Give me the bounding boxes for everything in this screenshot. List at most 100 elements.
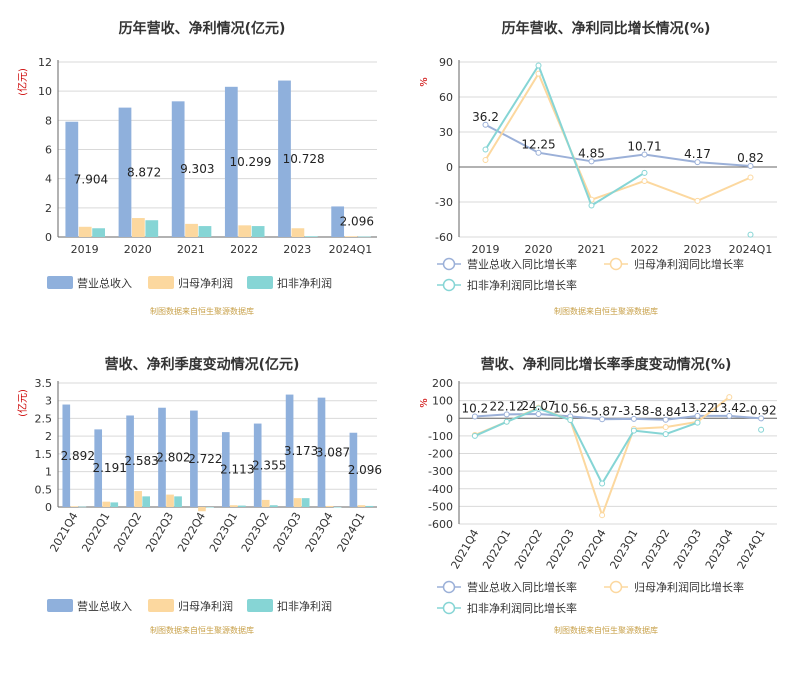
y-axis-unit: %	[419, 398, 430, 408]
series-point	[535, 405, 542, 412]
x-tick-label: 2022Q1	[79, 510, 112, 554]
series-point	[471, 432, 478, 439]
y-tick-label: -60	[435, 231, 453, 244]
data-label: 13.42	[712, 401, 746, 415]
bar-deducted-profit	[142, 496, 150, 507]
series-point	[758, 415, 765, 422]
chart-title: 营收、净利季度变动情况(亿元)	[105, 356, 300, 373]
bar-deducted-profit	[238, 505, 246, 507]
x-tick-label: 2022Q4	[576, 527, 609, 571]
legend-swatch	[247, 276, 273, 289]
bar-parent-profit	[230, 505, 238, 507]
series-point	[758, 426, 765, 433]
bar-deducted-profit	[251, 226, 265, 237]
series-point	[535, 149, 542, 156]
legend-label: 扣非净利润	[277, 276, 332, 290]
series-point	[747, 231, 754, 238]
x-tick-label: 2022Q3	[544, 527, 577, 571]
y-tick-label: 0.5	[35, 483, 53, 496]
bar-revenue	[62, 404, 71, 507]
y-tick-label: 30	[439, 126, 453, 139]
bar-deducted-profit	[365, 505, 374, 507]
x-tick-label: 2023Q2	[239, 510, 272, 554]
bar-deducted-profit	[198, 226, 212, 237]
data-label: 4.17	[684, 147, 711, 161]
x-tick-label: 2023Q1	[207, 510, 240, 554]
legend-swatch	[247, 599, 273, 612]
x-tick-label: 2022Q4	[175, 510, 208, 554]
source-note: 制图数据来自恒生聚源数据库	[554, 625, 658, 635]
series-point	[599, 480, 606, 487]
bar-revenue	[349, 432, 358, 507]
y-tick-label: -500	[428, 500, 453, 513]
bar-parent-profit	[185, 223, 198, 237]
data-label: 10.71	[627, 140, 661, 154]
bar-parent-profit	[291, 228, 305, 237]
legend-marker	[442, 257, 456, 271]
bar-parent-profit	[78, 226, 92, 237]
series-point	[630, 427, 637, 434]
legend-swatch	[148, 276, 174, 289]
y-tick-label: -600	[428, 518, 453, 531]
series-point	[662, 416, 669, 423]
x-tick-label: 2021	[578, 243, 606, 256]
x-tick-label: 2023	[684, 243, 712, 256]
x-tick-label: 2024Q1	[329, 243, 373, 256]
legend-swatch	[47, 276, 73, 289]
bar-deducted-profit	[301, 498, 310, 507]
y-tick-label: 60	[439, 91, 453, 104]
y-tick-label: 0	[446, 161, 453, 174]
series-point	[482, 157, 489, 163]
y-tick-label: 0	[45, 501, 52, 514]
bar-revenue	[331, 206, 345, 237]
bar-revenue	[118, 107, 132, 237]
y-tick-label: -400	[428, 483, 453, 496]
bar-revenue	[285, 394, 294, 507]
bar-revenue	[158, 407, 166, 507]
bar-parent-profit	[325, 505, 334, 507]
legend-marker	[609, 257, 623, 271]
x-tick-label: 2024Q1	[335, 510, 368, 554]
y-axis-unit: (亿元)	[16, 68, 29, 96]
y-tick-label: 0	[446, 412, 453, 425]
chart-title: 历年营收、净利情况(亿元)	[119, 20, 286, 37]
bar-parent-profit	[198, 507, 206, 512]
data-label: 10.2	[462, 401, 489, 415]
bar-revenue	[278, 80, 291, 237]
series-point	[535, 62, 542, 69]
series-point	[641, 178, 648, 184]
bar-parent-profit	[357, 505, 366, 507]
bar-deducted-profit	[269, 505, 278, 507]
y-axis-unit: %	[419, 77, 430, 87]
x-tick-label: 2020	[525, 243, 553, 256]
y-tick-label: -300	[428, 465, 453, 478]
legend-marker	[442, 580, 456, 594]
y-tick-label: 1.5	[35, 448, 53, 461]
series-point	[694, 159, 701, 166]
annual-growth-chart: 历年营收、净利同比增长情况(%)% -60 -30 0 30 60 90 2019 2020 20…	[419, 20, 777, 316]
series-point	[482, 121, 489, 128]
y-tick-label: -100	[428, 430, 453, 443]
data-label: 2.583	[124, 454, 158, 468]
bar-revenue	[221, 432, 230, 507]
data-label: 12.25	[521, 138, 555, 152]
x-tick-label: 2022Q2	[512, 527, 545, 571]
x-tick-label: 2021Q4	[47, 510, 80, 554]
bar-deducted-profit	[145, 220, 159, 237]
bar-revenue	[190, 410, 198, 507]
x-tick-label: 2023Q3	[671, 527, 704, 571]
x-tick-label: 2024Q1	[735, 527, 768, 571]
data-label: 2.113	[220, 463, 254, 477]
series-point	[694, 419, 701, 426]
legend-label: 扣非净利润同比增长率	[467, 601, 577, 615]
legend-label: 扣非净利润	[277, 599, 332, 613]
series-point	[641, 169, 648, 176]
y-tick-label: 12	[38, 56, 52, 69]
y-tick-label: 2	[45, 430, 52, 443]
legend-label: 营业总收入	[77, 276, 132, 290]
bar-revenue	[317, 397, 326, 507]
data-label: 8.872	[127, 165, 161, 179]
legend-label: 归母净利润	[178, 599, 233, 613]
series-point	[747, 174, 754, 181]
